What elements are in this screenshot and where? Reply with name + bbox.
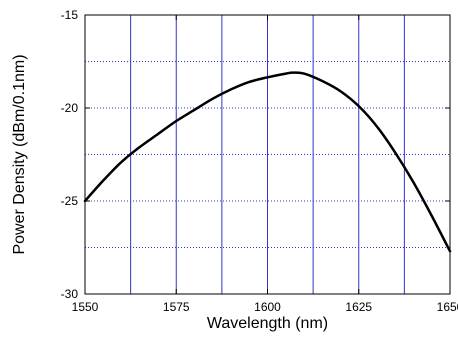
x-tick-label-0: 1550 bbox=[72, 300, 99, 314]
power-density-curve-0 bbox=[83, 71, 452, 253]
x-tick-label-1: 1575 bbox=[163, 300, 190, 314]
x-axis-title: Wavelength (nm) bbox=[207, 315, 328, 332]
y-tick-label-2: -20 bbox=[61, 101, 79, 115]
curve-layer bbox=[83, 71, 452, 253]
axis-ticks: 1550 1575 1600 1625 1650 -30 -25 -20 -15 bbox=[61, 8, 458, 314]
y-tick-label-0: -30 bbox=[61, 287, 79, 301]
y-tick-label-1: -25 bbox=[61, 194, 79, 208]
x-tick-label-2: 1600 bbox=[254, 300, 281, 314]
y-axis-title: Power Density (dBm/0.1nm) bbox=[11, 54, 28, 254]
x-tick-label-3: 1625 bbox=[345, 300, 372, 314]
grid-lines bbox=[85, 15, 450, 294]
x-tick-label-4: 1650 bbox=[437, 300, 458, 314]
y-tick-label-3: -15 bbox=[61, 8, 79, 22]
